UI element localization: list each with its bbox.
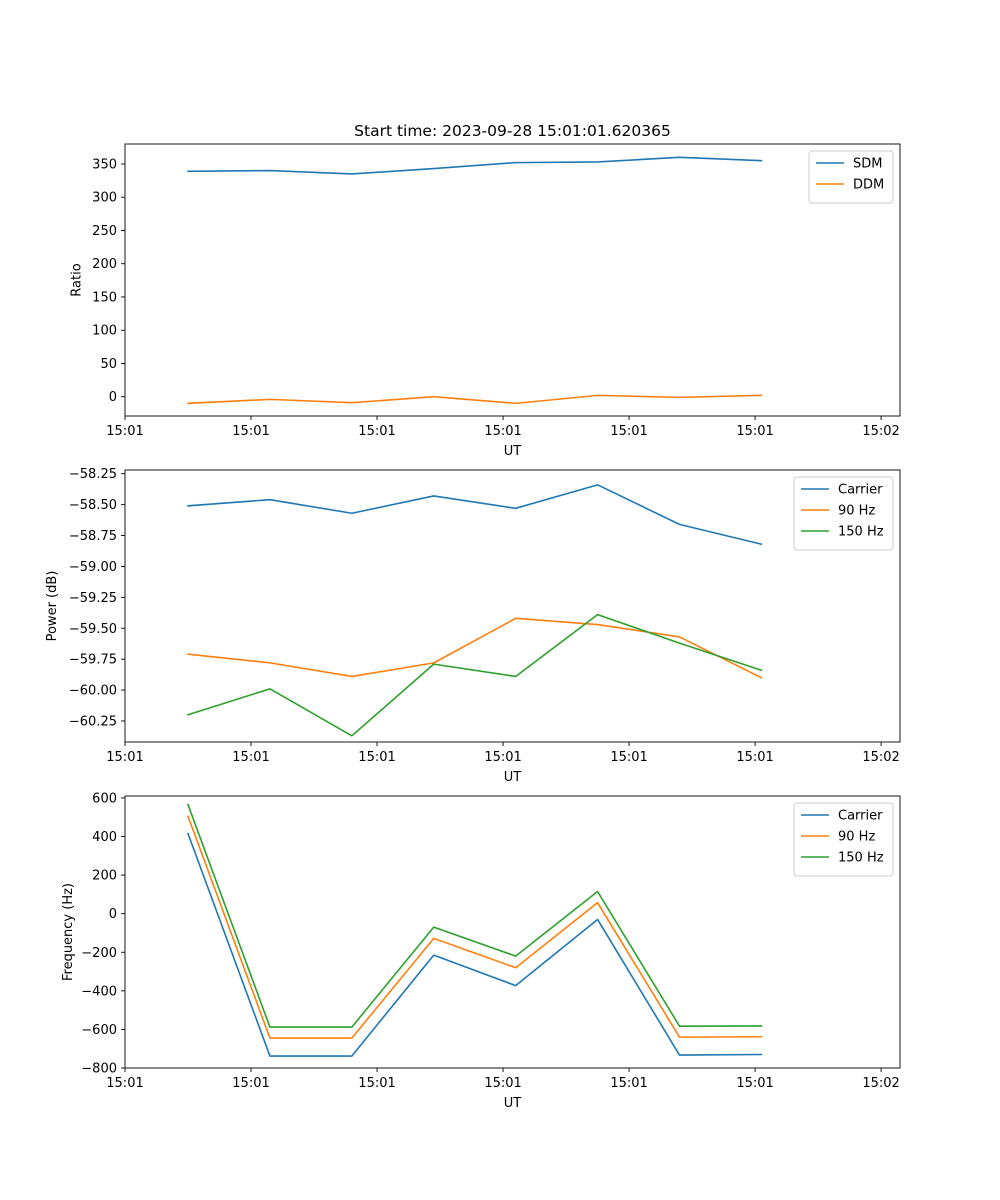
series-line-ddm bbox=[187, 394, 763, 405]
y-tick-label: 250 bbox=[92, 224, 117, 239]
legend-label: Carrier bbox=[838, 809, 883, 824]
x-tick-label: 15:01 bbox=[358, 424, 395, 439]
legend-label: 90 Hz bbox=[838, 830, 875, 845]
y-tick-label: 0 bbox=[109, 907, 117, 922]
x-tick-label: 15:01 bbox=[610, 424, 647, 439]
legend: Carrier 90 Hz 150 Hz bbox=[793, 802, 894, 877]
legend-label: 90 Hz bbox=[838, 504, 875, 519]
axes-frame bbox=[124, 795, 901, 1069]
axes-frame bbox=[124, 469, 901, 743]
x-tick-label: 15:01 bbox=[736, 424, 773, 439]
x-tick-label: 15:01 bbox=[358, 1076, 395, 1091]
x-tick-label: 15:01 bbox=[232, 1076, 269, 1091]
y-tick-label: 150 bbox=[92, 290, 117, 305]
legend-label: 150 Hz bbox=[838, 851, 884, 866]
legend-label: 150 Hz bbox=[838, 525, 884, 540]
x-axis-label: UT bbox=[504, 770, 522, 785]
y-tick-label: −60.00 bbox=[69, 684, 117, 699]
y-tick-label: 600 bbox=[92, 791, 117, 806]
subplots: 15:01 15:01 15:01 15:01 15:01 15:01 15:02 0 50 10… bbox=[45, 143, 901, 1111]
subplot-1: 15:01 15:01 15:01 15:01 15:01 15:01 15:02 0 50 10… bbox=[69, 143, 901, 459]
y-tick-label: 200 bbox=[92, 869, 117, 884]
subplot-2: 15:01 15:01 15:01 15:01 15:01 15:01 15:02 −60.2… bbox=[45, 467, 901, 785]
legend-label: DDM bbox=[853, 178, 884, 193]
subplot-3: 15:01 15:01 15:01 15:01 15:01 15:01 15:02 −800 −… bbox=[61, 791, 901, 1111]
series-line-sdm bbox=[187, 156, 763, 175]
legend-label: SDM bbox=[853, 157, 882, 172]
series-line-90-hz bbox=[187, 617, 763, 679]
x-tick-label: 15:01 bbox=[736, 750, 773, 765]
x-axis-label: UT bbox=[504, 444, 522, 459]
series-line-carrier bbox=[186, 832, 763, 1057]
y-tick-label: 350 bbox=[92, 157, 117, 172]
y-tick-label: −59.00 bbox=[69, 560, 117, 575]
legend: Carrier 90 Hz 150 Hz bbox=[793, 476, 894, 551]
x-tick-label: 15:01 bbox=[484, 1076, 521, 1091]
x-tick-label: 15:01 bbox=[610, 750, 647, 765]
y-tick-label: −58.25 bbox=[69, 467, 117, 482]
chart-title: Start time: 2023-09-28 15:01:01.620365 bbox=[354, 122, 671, 140]
y-axis-label: Power (dB) bbox=[45, 571, 60, 642]
x-tick-label: 15:01 bbox=[106, 1076, 143, 1091]
x-tick-label: 15:02 bbox=[862, 424, 899, 439]
y-tick-label: −59.75 bbox=[69, 653, 117, 668]
series-line-90-hz bbox=[186, 815, 763, 1039]
x-tick-label: 15:01 bbox=[358, 750, 395, 765]
x-tick-label: 15:01 bbox=[232, 424, 269, 439]
x-tick-label: 15:01 bbox=[106, 424, 143, 439]
series-line-150-hz bbox=[186, 803, 763, 1028]
y-tick-label: −800 bbox=[81, 1062, 117, 1077]
y-tick-label: −58.75 bbox=[69, 529, 117, 544]
legend: SDM DDM bbox=[808, 150, 894, 204]
x-tick-label: 15:02 bbox=[862, 750, 899, 765]
y-tick-label: −400 bbox=[81, 984, 117, 999]
x-tick-label: 15:01 bbox=[484, 424, 521, 439]
y-tick-label: 300 bbox=[92, 191, 117, 206]
y-tick-label: −600 bbox=[81, 1023, 117, 1038]
x-tick-label: 15:01 bbox=[610, 1076, 647, 1091]
series-line-carrier bbox=[187, 484, 763, 546]
series-line-150-hz bbox=[187, 613, 763, 737]
legend-box bbox=[808, 150, 894, 204]
axes-frame bbox=[124, 143, 901, 417]
x-tick-label: 15:01 bbox=[232, 750, 269, 765]
y-axis-label: Ratio bbox=[69, 263, 84, 296]
x-tick-label: 15:01 bbox=[106, 750, 143, 765]
y-tick-label: 0 bbox=[109, 390, 117, 405]
y-tick-label: −58.50 bbox=[69, 498, 117, 513]
legend-label: Carrier bbox=[838, 483, 883, 498]
y-tick-label: −59.50 bbox=[69, 622, 117, 637]
y-tick-label: 200 bbox=[92, 257, 117, 272]
y-tick-label: 50 bbox=[100, 357, 117, 372]
y-tick-label: 100 bbox=[92, 324, 117, 339]
y-tick-label: −60.25 bbox=[69, 714, 117, 729]
y-axis-label: Frequency (Hz) bbox=[61, 883, 76, 981]
y-tick-label: −59.25 bbox=[69, 591, 117, 606]
x-axis-label: UT bbox=[504, 1096, 522, 1111]
x-tick-label: 15:01 bbox=[736, 1076, 773, 1091]
x-tick-label: 15:01 bbox=[484, 750, 521, 765]
y-tick-label: −200 bbox=[81, 946, 117, 961]
y-tick-label: 400 bbox=[92, 830, 117, 845]
x-tick-label: 15:02 bbox=[862, 1076, 899, 1091]
